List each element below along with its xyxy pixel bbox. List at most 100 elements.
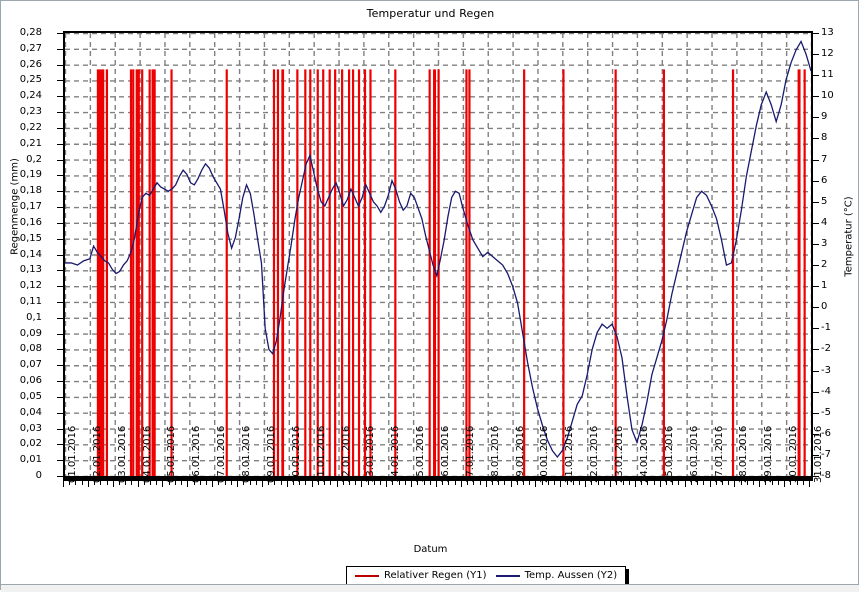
- y-axis-tick-label: 0,17: [19, 201, 42, 213]
- x-axis-tick-mark: [218, 481, 220, 485]
- y-axis-tick-mark: [57, 48, 63, 50]
- y-axis-tick-label: 0,19: [19, 169, 42, 181]
- x-axis-tick-mark: [734, 481, 736, 487]
- x-axis-tick-mark: [255, 481, 257, 485]
- x-axis-tick-mark: [87, 481, 89, 487]
- x-axis-tick-mark: [249, 481, 251, 485]
- y2-axis-tick-mark: [813, 243, 819, 245]
- x-axis-tick-mark: [429, 481, 431, 485]
- y2-axis-tick-mark: [813, 391, 819, 393]
- x-axis-tick-mark: [386, 481, 388, 487]
- y-axis-tick-mark: [57, 365, 63, 367]
- y-axis-tick-mark: [57, 159, 63, 161]
- x-axis-tick-mark: [759, 481, 761, 487]
- x-axis-tick-mark: [348, 481, 350, 485]
- y-axis-tick-label: 0,27: [19, 42, 42, 54]
- x-axis-tick-mark: [753, 481, 755, 485]
- x-axis-tick-mark: [237, 481, 239, 487]
- x-axis-tick-mark: [63, 481, 64, 487]
- y2-axis-tick-label: 0: [821, 301, 828, 313]
- x-axis-tick-mark: [765, 481, 767, 485]
- y-axis-tick-mark: [57, 349, 63, 351]
- x-axis-tick-mark: [809, 481, 810, 487]
- y-axis-tick-label: 0,2: [26, 153, 42, 165]
- y-axis-tick-label: 0,04: [19, 406, 42, 418]
- y2-axis-tick-label: 11: [821, 69, 834, 81]
- x-axis-tick-mark: [585, 481, 587, 487]
- y2-axis-tick-mark: [813, 54, 819, 56]
- x-axis-tick-mark: [286, 481, 288, 487]
- x-axis-tick-mark: [591, 481, 593, 485]
- x-axis-tick-mark: [796, 481, 798, 485]
- x-axis-tick-mark: [510, 481, 512, 487]
- y-axis-tick-label: 0,08: [19, 343, 42, 355]
- y-axis-tick-label: 0,25: [19, 74, 42, 86]
- y2-axis-tick-mark: [813, 412, 819, 414]
- x-axis-tick-mark: [572, 481, 574, 485]
- x-axis-tick-mark: [622, 481, 624, 485]
- x-axis-tick-mark: [647, 481, 649, 485]
- y-axis-tick-label: 0,09: [19, 327, 42, 339]
- x-axis-tick-mark: [224, 481, 226, 485]
- y2-axis-tick-label: -4: [821, 385, 831, 397]
- legend-swatch-temperature-icon: [495, 574, 520, 577]
- x-axis-tick-mark: [448, 481, 450, 485]
- y-axis-tick-mark: [57, 270, 63, 272]
- y-axis-tick-mark: [57, 64, 63, 66]
- x-axis-tick-mark: [641, 481, 643, 485]
- y2-axis-title-holder: Temperatur (°C): [841, 31, 857, 478]
- plot-area: [63, 31, 813, 478]
- y-axis-tick-mark: [57, 80, 63, 82]
- legend-swatch-rain-icon: [355, 574, 379, 577]
- y-axis-tick-mark: [57, 301, 63, 303]
- y-axis-tick-mark: [57, 191, 63, 193]
- y-axis-tick-mark: [57, 381, 63, 383]
- x-axis-tick-mark: [118, 481, 120, 485]
- x-axis-tick-mark: [597, 481, 599, 485]
- x-axis-tick-mark: [373, 481, 375, 485]
- x-axis-tick-label: 31.01.2016: [813, 426, 824, 483]
- x-axis-tick-mark: [554, 481, 556, 485]
- x-axis-tick-mark: [659, 481, 661, 487]
- x-axis-tick-mark: [541, 481, 543, 485]
- y-axis-tick-label: 0,11: [19, 295, 42, 307]
- x-axis-tick-mark: [261, 481, 263, 487]
- x-axis-tick-mark: [243, 481, 245, 485]
- y2-axis-tick-label: 7: [821, 153, 828, 165]
- legend-item-temperature[interactable]: Temp. Aussen (Y2): [495, 570, 617, 581]
- x-axis-tick-mark: [578, 481, 580, 485]
- y2-axis-tick-mark: [813, 307, 819, 309]
- y2-axis-tick-label: 9: [821, 111, 828, 123]
- x-axis-tick-mark: [94, 481, 96, 485]
- y2-axis-tick-mark: [813, 476, 819, 477]
- y2-axis-tick-label: 2: [821, 259, 828, 271]
- x-axis-tick-mark: [771, 481, 773, 485]
- y-axis-tick-label: 0,06: [19, 375, 42, 387]
- y2-axis-tick-mark: [813, 75, 819, 77]
- y-axis-tick-mark: [57, 143, 63, 145]
- rain-bars-series: [96, 69, 806, 476]
- y2-axis-tick-label: 4: [821, 216, 828, 228]
- x-axis-tick-mark: [156, 481, 158, 485]
- y-axis-tick-label: 0,12: [19, 280, 42, 292]
- x-axis-tick-mark: [150, 481, 152, 485]
- x-axis-tick-mark: [678, 481, 680, 485]
- y-axis-tick-label: 0,21: [19, 137, 42, 149]
- y-axis-tick-mark: [57, 222, 63, 224]
- x-axis-tick-mark: [193, 481, 195, 485]
- x-axis-tick-mark: [324, 481, 326, 485]
- x-axis-tick-mark: [504, 481, 506, 485]
- y-axis-tick-label: 0,18: [19, 185, 42, 197]
- y-axis-tick-mark: [57, 96, 63, 98]
- x-axis-tick-mark: [137, 481, 139, 487]
- y-axis-tick-label: 0,02: [19, 438, 42, 450]
- x-axis-tick-mark: [485, 481, 487, 487]
- y2-axis-tick-label: 13: [821, 27, 834, 38]
- legend-item-rain[interactable]: Relativer Regen (Y1): [355, 570, 487, 581]
- x-axis-tick-mark: [81, 481, 83, 485]
- x-axis-tick-mark: [423, 481, 425, 485]
- y-axis-tick-mark: [57, 476, 63, 477]
- y2-axis-tick-mark: [813, 117, 819, 119]
- x-axis-tick-mark: [547, 481, 549, 485]
- x-axis-line: [63, 478, 813, 481]
